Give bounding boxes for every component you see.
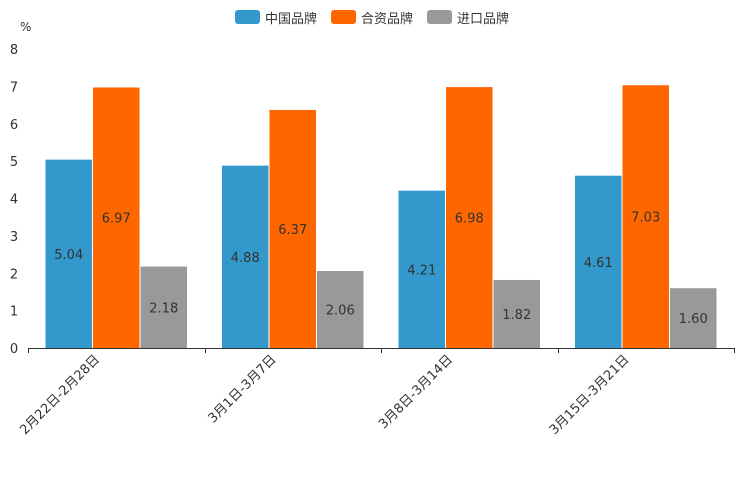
legend: 中国品牌 合资品牌 进口品牌: [0, 6, 744, 28]
y-tick-label: 4: [10, 193, 18, 208]
legend-swatch: [427, 10, 452, 24]
y-axis-unit: %: [20, 20, 32, 34]
data-label: 4.88: [231, 251, 260, 266]
bar: [93, 87, 140, 348]
x-category-label: 3月1日-3月7日: [205, 352, 279, 426]
y-tick-label: 0: [10, 342, 18, 357]
y-tick-label: 5: [10, 155, 18, 170]
legend-item[interactable]: 合资品牌: [330, 8, 413, 27]
x-category-label: 3月15日-3月21日: [547, 352, 633, 438]
bar: [269, 109, 316, 348]
bar: [222, 165, 269, 348]
legend-label: 进口品牌: [457, 11, 510, 27]
bar: [317, 271, 364, 348]
y-tick-label: 8: [10, 43, 18, 58]
x-category-label: 2月22日-2月28日: [17, 352, 103, 438]
bar: [670, 288, 717, 348]
bar: [45, 159, 92, 348]
y-tick-label: 2: [10, 267, 18, 282]
data-label: 6.97: [102, 212, 131, 227]
data-label: 6.37: [278, 223, 307, 238]
data-label: 5.04: [54, 248, 83, 263]
y-tick-label: 6: [10, 118, 18, 133]
legend-label: 合资品牌: [360, 11, 413, 27]
data-label: 7.03: [631, 211, 660, 226]
data-label: 1.82: [502, 308, 531, 323]
data-label: 2.06: [326, 304, 355, 319]
x-category-label: 3月8日-3月14日: [376, 352, 456, 432]
data-label: 1.60: [679, 312, 708, 327]
legend-swatch: [330, 10, 356, 24]
bar: [446, 87, 493, 348]
bar: [622, 85, 669, 348]
y-tick-label: 1: [10, 305, 18, 320]
bar: [493, 279, 540, 348]
data-label: 6.98: [455, 212, 484, 227]
legend-item[interactable]: 进口品牌: [427, 8, 509, 27]
legend-label: 中国品牌: [264, 11, 317, 27]
legend-item[interactable]: 中国品牌: [234, 8, 317, 27]
data-label: 2.18: [149, 301, 178, 316]
bar: [575, 175, 622, 348]
bar: [398, 190, 445, 348]
y-tick-label: 7: [10, 80, 18, 95]
y-tick-label: 3: [10, 230, 18, 245]
bar: [140, 266, 187, 348]
data-label: 4.21: [407, 263, 436, 278]
data-label: 4.61: [584, 256, 613, 271]
legend-swatch: [234, 10, 260, 24]
